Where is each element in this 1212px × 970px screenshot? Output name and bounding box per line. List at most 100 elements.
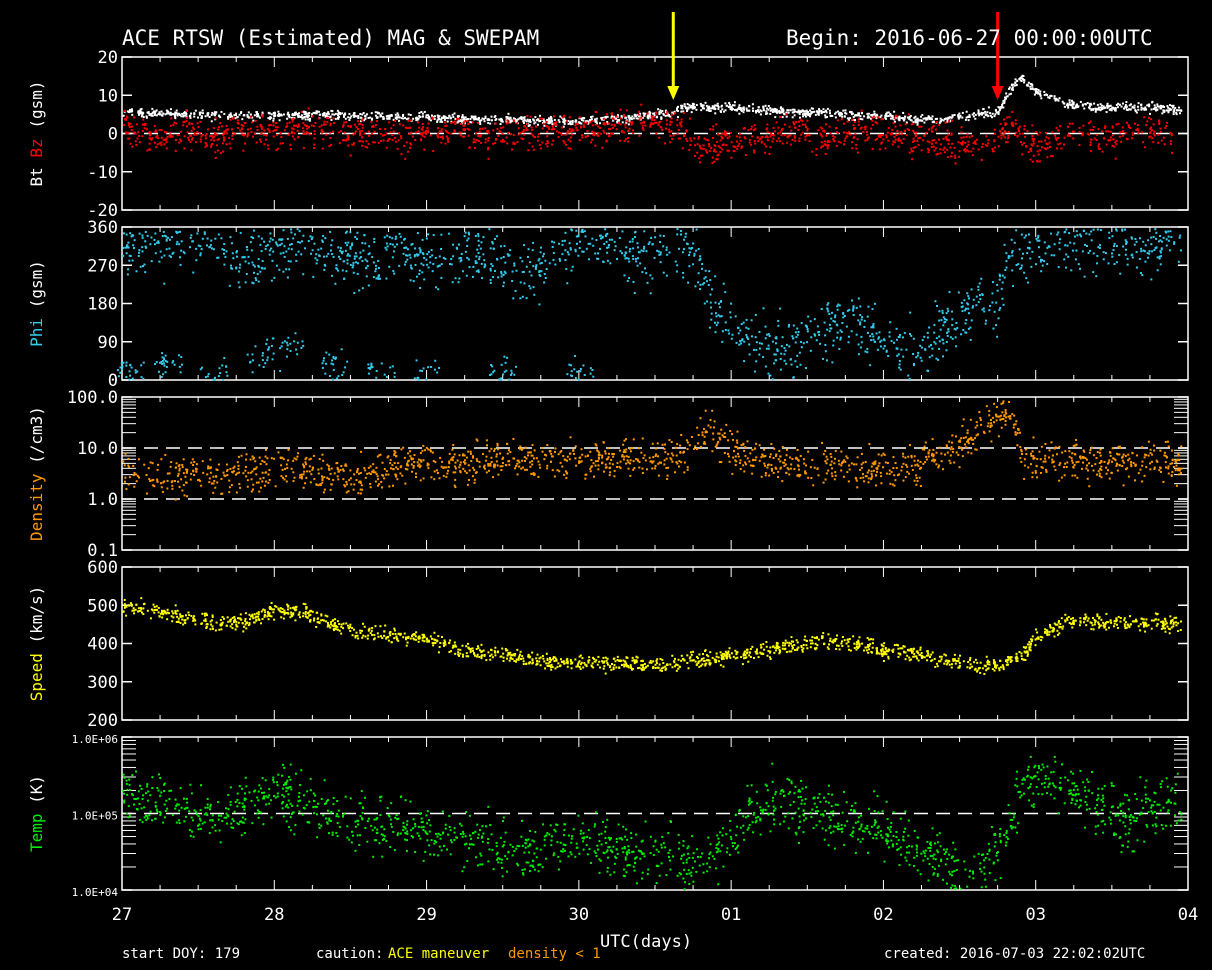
- data-point: [736, 140, 739, 143]
- data-point: [477, 235, 480, 238]
- data-point: [432, 150, 435, 153]
- data-point: [620, 130, 623, 133]
- data-point: [333, 113, 336, 116]
- data-point: [130, 235, 133, 238]
- data-point: [197, 125, 200, 128]
- data-point: [633, 236, 636, 239]
- data-point: [1107, 139, 1110, 142]
- data-point: [977, 301, 980, 304]
- data-point: [1142, 107, 1145, 110]
- data-point: [158, 113, 161, 116]
- data-point: [968, 136, 971, 139]
- data-point: [872, 326, 875, 329]
- data-point: [618, 237, 621, 240]
- data-point: [920, 359, 923, 362]
- data-point: [122, 124, 125, 127]
- data-point: [908, 377, 911, 380]
- data-point: [151, 111, 154, 114]
- data-point: [885, 134, 888, 137]
- data-point: [680, 110, 683, 113]
- data-point: [669, 134, 672, 137]
- data-point: [419, 133, 422, 136]
- data-point: [692, 242, 695, 245]
- data-point: [873, 112, 876, 115]
- data-point: [914, 119, 917, 122]
- data-point: [1054, 98, 1057, 101]
- data-point: [1018, 130, 1021, 133]
- data-point: [819, 132, 822, 135]
- data-point: [497, 276, 500, 279]
- data-point: [676, 107, 679, 110]
- data-point: [141, 135, 144, 138]
- data-point: [391, 237, 394, 240]
- data-point: [1135, 240, 1138, 243]
- data-point: [514, 289, 517, 292]
- data-point: [440, 233, 443, 236]
- data-point: [343, 139, 346, 142]
- data-point: [614, 245, 617, 248]
- data-point: [255, 279, 258, 282]
- data-point: [341, 125, 344, 128]
- data-point: [881, 117, 884, 120]
- data-point: [655, 121, 658, 124]
- data-point: [852, 305, 855, 308]
- data-point: [823, 130, 826, 133]
- data-point: [308, 112, 311, 115]
- data-point: [871, 116, 874, 119]
- data-point: [825, 111, 828, 114]
- data-point: [649, 292, 652, 295]
- data-point: [492, 129, 495, 132]
- data-point: [416, 118, 419, 121]
- data-point: [1036, 144, 1039, 147]
- data-point: [1115, 228, 1118, 231]
- data-point: [450, 120, 453, 123]
- data-point: [484, 115, 487, 118]
- data-point: [1109, 108, 1112, 111]
- data-point: [594, 111, 597, 114]
- data-point: [1107, 130, 1110, 133]
- data-point: [601, 116, 604, 119]
- data-point: [294, 332, 297, 335]
- data-point: [299, 241, 302, 244]
- data-point: [393, 375, 396, 378]
- data-point: [490, 115, 493, 118]
- data-point: [659, 125, 662, 128]
- data-point: [274, 122, 277, 125]
- data-point: [912, 337, 915, 340]
- data-point: [291, 118, 294, 121]
- data-point: [783, 123, 786, 126]
- data-point: [289, 342, 292, 345]
- data-point: [1087, 106, 1090, 109]
- data-point: [1157, 240, 1160, 243]
- data-point: [323, 357, 326, 360]
- data-point: [942, 324, 945, 327]
- data-point: [190, 149, 193, 152]
- data-point: [986, 145, 989, 148]
- data-point: [669, 123, 672, 126]
- data-point: [743, 340, 746, 343]
- data-point: [351, 266, 354, 269]
- data-point: [664, 127, 667, 130]
- data-point: [568, 131, 571, 134]
- data-point: [318, 125, 321, 128]
- data-point: [755, 110, 758, 113]
- data-point: [809, 113, 812, 116]
- data-point: [639, 262, 642, 265]
- data-point: [624, 126, 627, 129]
- data-point: [503, 140, 506, 143]
- data-point: [841, 321, 844, 324]
- data-point: [818, 333, 821, 336]
- data-point: [967, 307, 970, 310]
- data-point: [580, 134, 583, 137]
- data-point: [522, 244, 525, 247]
- data-point: [1027, 150, 1030, 153]
- data-point: [1096, 254, 1099, 257]
- data-point: [835, 111, 838, 114]
- data-point: [231, 131, 234, 134]
- data-point: [408, 133, 411, 136]
- data-point: [604, 116, 607, 119]
- data-point: [866, 138, 869, 141]
- data-point: [997, 145, 1000, 148]
- data-point: [555, 130, 558, 133]
- data-point: [777, 132, 780, 135]
